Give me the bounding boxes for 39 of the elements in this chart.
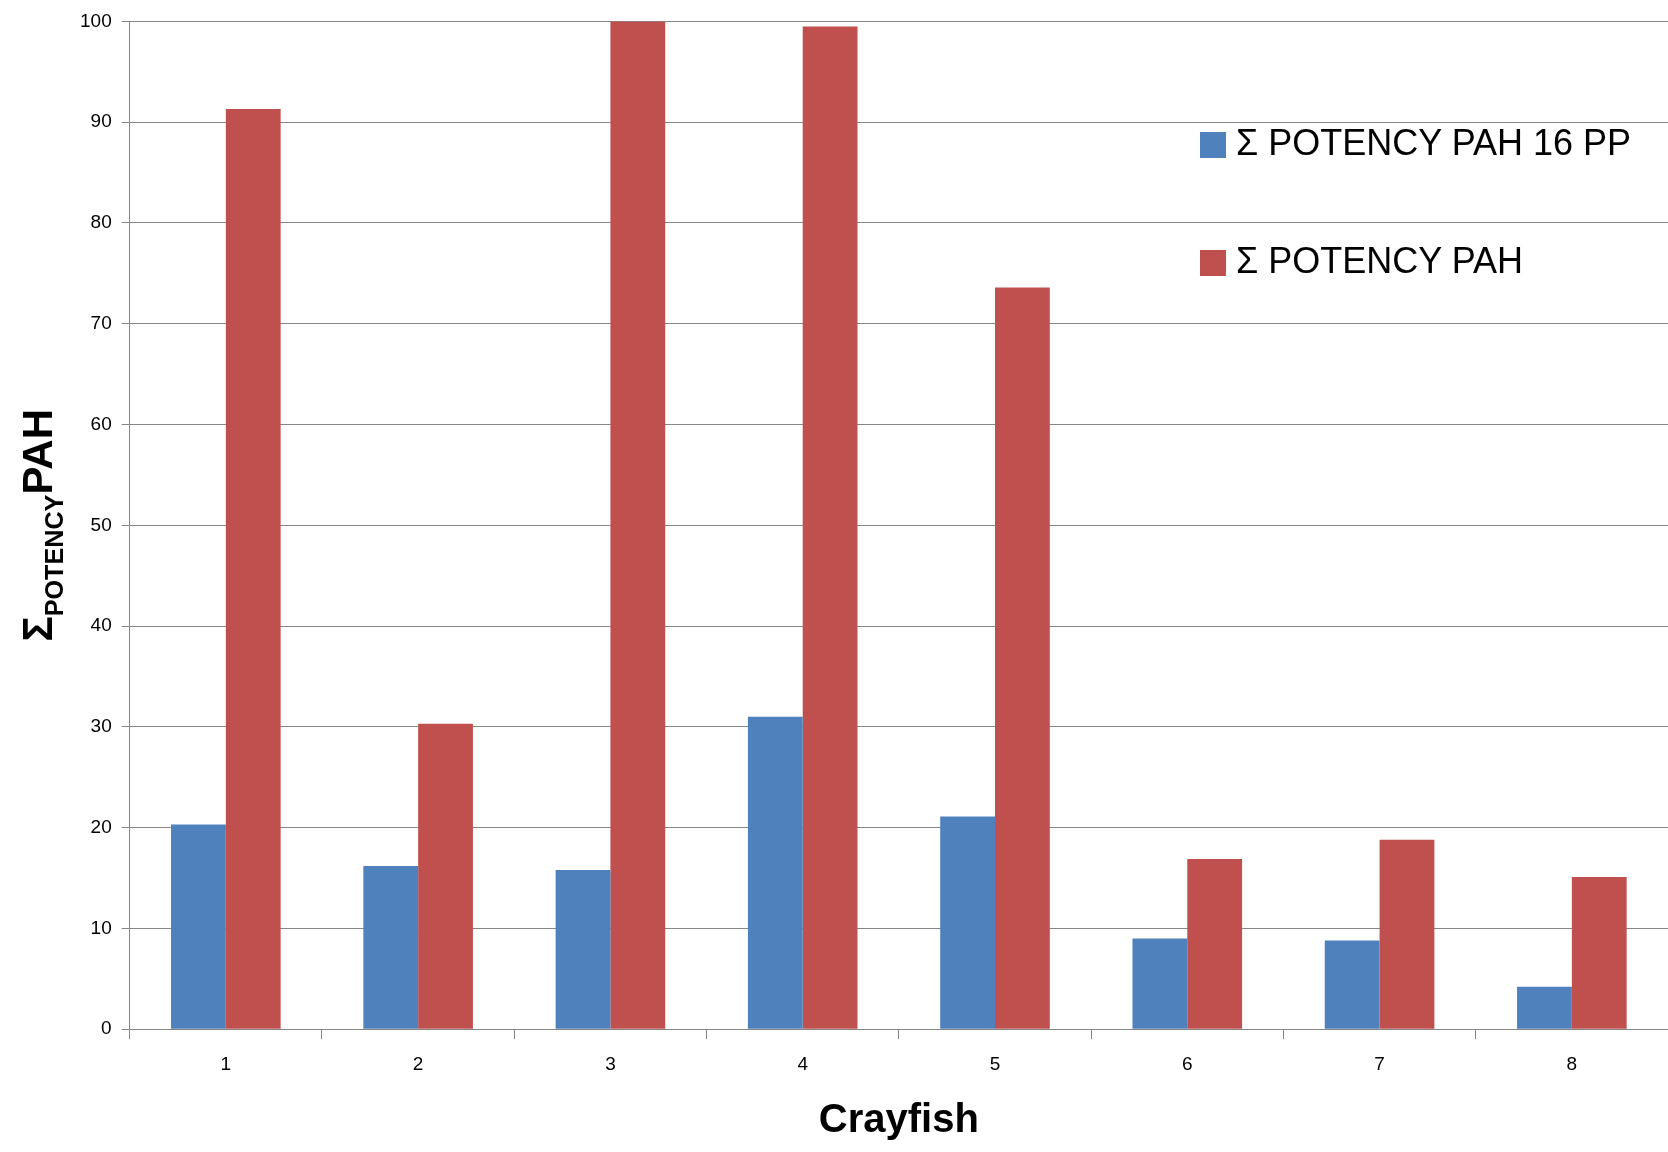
bar	[225, 109, 281, 1029]
bar	[610, 21, 666, 1029]
x-tick-label: 8	[1566, 1052, 1578, 1074]
bar	[418, 723, 473, 1029]
x-tick-label: 4	[797, 1052, 809, 1074]
y-tick-label: 0	[101, 1017, 112, 1039]
x-axis-title: Crayfish	[818, 1096, 979, 1140]
y-tick-label: 60	[90, 412, 112, 434]
x-tick-label: 7	[1374, 1052, 1385, 1074]
y-tick-label: 50	[90, 513, 112, 535]
y-tick-label: 100	[80, 9, 112, 31]
y-tick-label: 30	[90, 715, 112, 737]
bar	[1187, 858, 1243, 1029]
x-tick-label: 2	[412, 1052, 424, 1074]
x-tick-label: 3	[605, 1052, 616, 1074]
bar	[802, 26, 858, 1029]
legend-label: Σ POTENCY PAH	[1236, 239, 1523, 281]
bar	[171, 824, 226, 1029]
x-tick-label: 5	[989, 1052, 1001, 1074]
y-tick-label: 10	[90, 916, 112, 938]
bar	[747, 716, 803, 1029]
legend-label: Σ POTENCY PAH 16 PP	[1236, 121, 1632, 163]
bar	[1132, 938, 1188, 1029]
x-tick-label: 6	[1181, 1052, 1193, 1074]
bar	[1379, 839, 1435, 1029]
bar	[1517, 986, 1572, 1029]
y-tick-label: 70	[90, 311, 112, 333]
y-tick-label: 40	[90, 614, 112, 636]
bar	[555, 869, 611, 1029]
bar	[363, 865, 419, 1029]
y-tick-label: 90	[90, 110, 112, 132]
bar	[1571, 877, 1627, 1029]
y-tick-label: 80	[90, 211, 112, 233]
bar	[940, 816, 995, 1029]
x-tick-label: 1	[220, 1052, 232, 1074]
y-tick-label: 20	[90, 815, 112, 837]
bar	[1324, 940, 1380, 1029]
bar	[994, 287, 1050, 1029]
y-axis-title: ΣPOTENCYPAH	[14, 409, 68, 642]
